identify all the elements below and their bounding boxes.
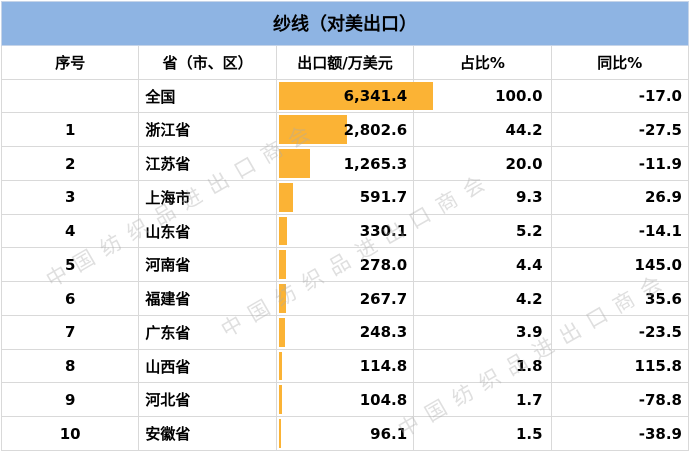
export-value: 2,802.6 <box>343 120 408 139</box>
table-row: 6 福建省 267.7 4.2 35.6 <box>0 281 690 316</box>
yoy-percent: -14.1 <box>550 213 690 249</box>
table-row: 8 山西省 114.8 1.8 115.8 <box>0 348 690 384</box>
share-percent: 20.0 <box>413 146 552 181</box>
total-row: 全国 6,341.4 100.0 -17.0 <box>0 78 690 114</box>
share-percent: 4.2 <box>413 281 552 316</box>
row-index: 5 <box>0 247 140 283</box>
header-index: 序号 <box>0 44 140 80</box>
yoy-percent: -17.0 <box>550 78 690 114</box>
row-index: 1 <box>0 112 140 148</box>
data-bar <box>278 182 293 212</box>
data-bar <box>278 351 282 381</box>
yoy-percent: 26.9 <box>550 179 690 215</box>
share-percent: 100.0 <box>413 78 552 114</box>
table-row: 4 山东省 330.1 5.2 -14.1 <box>0 213 690 249</box>
data-bar <box>278 115 347 145</box>
export-value: 96.1 <box>370 424 408 443</box>
data-bar <box>278 317 285 347</box>
data-bar <box>278 216 287 246</box>
province-name: 上海市 <box>138 179 277 215</box>
row-index: 8 <box>0 348 140 384</box>
row-index: 3 <box>0 179 140 215</box>
row-index: 4 <box>0 213 140 249</box>
province-name: 山西省 <box>138 348 277 384</box>
row-index: 6 <box>0 281 140 316</box>
header-share: 占比% <box>413 44 552 80</box>
yoy-percent: -11.9 <box>550 146 690 181</box>
table-row: 7 广东省 248.3 3.9 -23.5 <box>0 314 690 350</box>
data-bar <box>278 81 433 111</box>
export-value: 591.7 <box>359 188 408 207</box>
table-row: 3 上海市 591.7 9.3 26.9 <box>0 179 690 215</box>
export-value-cell: 96.1 <box>275 416 415 451</box>
table-row: 9 河北省 104.8 1.7 -78.8 <box>0 382 690 418</box>
province-name: 河北省 <box>138 382 277 418</box>
province-name: 安徽省 <box>138 416 277 451</box>
province-name: 全国 <box>138 78 277 114</box>
share-percent: 3.9 <box>413 314 552 350</box>
share-percent: 9.3 <box>413 179 552 215</box>
share-percent: 5.2 <box>413 213 552 249</box>
export-value-cell: 248.3 <box>275 314 415 350</box>
export-value: 1,265.3 <box>343 154 408 173</box>
header-province: 省（市、区） <box>138 44 277 80</box>
yoy-percent: -27.5 <box>550 112 690 148</box>
export-value: 6,341.4 <box>343 87 408 106</box>
province-name: 广东省 <box>138 314 277 350</box>
export-value-cell: 278.0 <box>275 247 415 283</box>
export-value-cell: 6,341.4 <box>275 78 433 114</box>
export-value-cell: 2,802.6 <box>275 112 415 148</box>
share-percent: 1.5 <box>413 416 552 451</box>
yoy-percent: -23.5 <box>550 314 690 350</box>
export-value: 278.0 <box>359 255 408 274</box>
share-percent: 4.4 <box>413 247 552 283</box>
row-index: 10 <box>0 416 140 451</box>
row-index: 9 <box>0 382 140 418</box>
export-value: 330.1 <box>359 222 408 241</box>
export-value-cell: 114.8 <box>275 348 415 384</box>
row-index <box>0 78 140 114</box>
province-name: 山东省 <box>138 213 277 249</box>
data-bar <box>278 250 286 280</box>
table-row: 5 河南省 278.0 4.4 145.0 <box>0 247 690 283</box>
export-value-cell: 591.7 <box>275 179 415 215</box>
yoy-percent: -78.8 <box>550 382 690 418</box>
yoy-percent: -38.9 <box>550 416 690 451</box>
province-name: 江苏省 <box>138 146 277 181</box>
data-bar <box>278 284 286 313</box>
export-value-cell: 330.1 <box>275 213 415 249</box>
yoy-percent: 145.0 <box>550 247 690 283</box>
share-percent: 1.7 <box>413 382 552 418</box>
data-bar <box>278 419 281 448</box>
yoy-percent: 35.6 <box>550 281 690 316</box>
export-value: 267.7 <box>359 289 408 308</box>
export-value-cell: 1,265.3 <box>275 146 415 181</box>
export-value: 104.8 <box>359 390 408 409</box>
table-row: 10 安徽省 96.1 1.5 -38.9 <box>0 416 690 451</box>
table-title: 纱线（对美出口） <box>1 1 689 46</box>
title-row: 纱线（对美出口） <box>1 1 689 46</box>
export-value: 114.8 <box>359 357 408 376</box>
province-name: 福建省 <box>138 281 277 316</box>
province-name: 浙江省 <box>138 112 277 148</box>
export-value-cell: 267.7 <box>275 281 415 316</box>
header-yoy: 同比% <box>550 44 690 80</box>
province-name: 河南省 <box>138 247 277 283</box>
export-value: 248.3 <box>359 323 408 342</box>
export-value-cell: 104.8 <box>275 382 415 418</box>
table-row: 1 浙江省 2,802.6 44.2 -27.5 <box>0 112 690 148</box>
data-bar <box>278 385 282 415</box>
share-percent: 44.2 <box>413 112 552 148</box>
header-export-value: 出口额/万美元 <box>275 44 415 80</box>
row-index: 7 <box>0 314 140 350</box>
yoy-percent: 115.8 <box>550 348 690 384</box>
table-row: 2 江苏省 1,265.3 20.0 -11.9 <box>0 146 690 181</box>
row-index: 2 <box>0 146 140 181</box>
header-row: 序号 省（市、区） 出口额/万美元 占比% 同比% <box>0 44 690 80</box>
share-percent: 1.8 <box>413 348 552 384</box>
data-bar <box>278 149 310 178</box>
